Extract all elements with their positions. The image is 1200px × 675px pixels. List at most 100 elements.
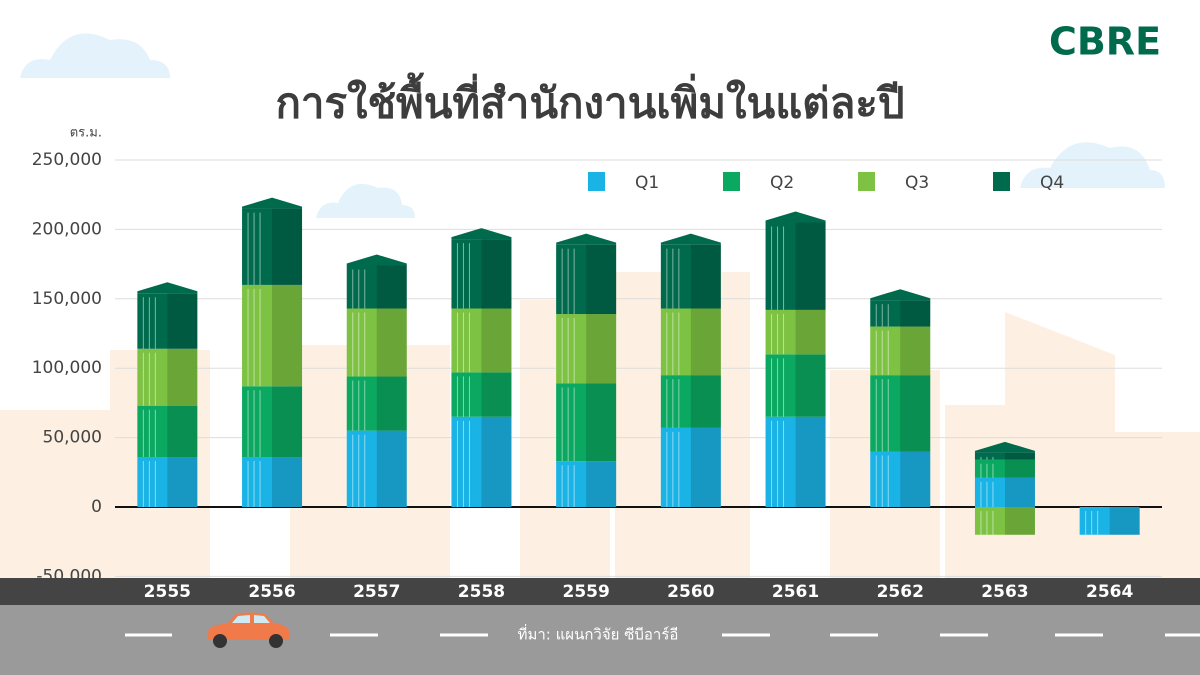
source-note: ที่มา: แผนกวิจัย ซีบีอาร์อี xyxy=(518,624,679,644)
bar-roof xyxy=(660,233,721,245)
bar-segment xyxy=(242,386,303,458)
legend-label: Q2 xyxy=(770,173,794,193)
bar-shade xyxy=(481,372,512,417)
bar-shade xyxy=(900,375,931,452)
bar-segment xyxy=(346,430,407,507)
bar-segment xyxy=(242,208,303,285)
legend-label: Q4 xyxy=(1040,173,1064,193)
y-tick-label: 50,000 xyxy=(43,428,102,448)
bar-segment xyxy=(660,375,721,428)
bar-shade xyxy=(586,461,617,507)
x-tick-label: 2559 xyxy=(562,582,609,602)
bar-shade xyxy=(586,244,617,315)
bar-shade xyxy=(690,375,721,428)
bar-shade xyxy=(690,308,721,376)
bar-segment xyxy=(870,451,931,507)
bar-shade xyxy=(376,308,407,377)
bar-shade xyxy=(272,284,303,387)
bar-shade xyxy=(900,300,931,327)
x-tick-label: 2556 xyxy=(248,582,295,602)
bar-segment xyxy=(660,427,721,507)
bar-roof xyxy=(765,211,826,223)
y-tick-label: 150,000 xyxy=(32,289,102,309)
legend-swatch xyxy=(858,172,875,191)
legend-swatch xyxy=(723,172,740,191)
bar-segment xyxy=(556,244,617,315)
bar-shade xyxy=(795,354,826,417)
bar-shade xyxy=(586,383,617,462)
bar-shade xyxy=(1004,477,1035,507)
bar-segment xyxy=(974,477,1035,507)
bar-segment xyxy=(137,293,198,349)
legend-swatch xyxy=(993,172,1010,191)
bar-roof xyxy=(346,254,407,266)
bar-shade xyxy=(167,348,198,406)
brand-logo: CBRE xyxy=(1049,20,1161,64)
bar-shade xyxy=(795,222,826,310)
bar-segment xyxy=(451,416,512,507)
bar-shade xyxy=(272,208,303,285)
bar-segment xyxy=(556,461,617,507)
legend-label: Q1 xyxy=(635,173,659,193)
bar-roof xyxy=(137,282,198,294)
bar-shade xyxy=(167,293,198,349)
bar-shade xyxy=(167,405,198,458)
bar-shade xyxy=(795,416,826,507)
y-tick-label: 250,000 xyxy=(32,150,102,170)
bar-shade xyxy=(272,386,303,458)
bar-shade xyxy=(1109,507,1140,535)
bar-segment xyxy=(346,308,407,377)
bar-segment xyxy=(765,354,826,417)
bar-segment xyxy=(765,416,826,507)
bar-segment xyxy=(137,348,198,406)
bar-shade xyxy=(167,457,198,507)
bar-segment xyxy=(346,265,407,309)
chart-title: การใช้พื้นที่สำนักงานเพิ่มในแต่ละปี xyxy=(275,72,904,128)
bar-segment xyxy=(870,326,931,376)
bar-shade xyxy=(481,416,512,507)
bar-shade xyxy=(376,265,407,309)
bar-segment xyxy=(137,405,198,458)
bar-segment xyxy=(346,376,407,431)
bar-segment xyxy=(870,375,931,452)
bar-segment xyxy=(556,383,617,462)
x-tick-label: 2561 xyxy=(772,582,819,602)
bar-roof xyxy=(556,233,617,245)
x-tick-label: 2557 xyxy=(353,582,400,602)
y-tick-label: -50,000 xyxy=(36,566,102,586)
bar-segment xyxy=(660,244,721,309)
x-tick-label: 2560 xyxy=(667,582,714,602)
bar-shade xyxy=(900,326,931,376)
bar-shade xyxy=(376,430,407,507)
bar-shade xyxy=(586,314,617,384)
x-tick-label: 2563 xyxy=(981,582,1028,602)
bar-roof xyxy=(242,197,303,209)
axis-band xyxy=(0,578,1200,605)
bar-segment xyxy=(870,300,931,327)
bar-segment xyxy=(451,372,512,417)
x-tick-label: 2558 xyxy=(458,582,505,602)
road xyxy=(0,605,1200,675)
y-tick-label: 200,000 xyxy=(32,219,102,239)
x-tick-label: 2562 xyxy=(877,582,924,602)
bar-shade xyxy=(1004,452,1035,460)
y-axis-label: ตร.ม. xyxy=(70,126,102,141)
bar-shade xyxy=(690,427,721,507)
bar-segment xyxy=(242,457,303,507)
bar-shade xyxy=(376,376,407,431)
bar-segment xyxy=(765,222,826,310)
bar-shade xyxy=(272,457,303,507)
bar-roof xyxy=(451,228,512,240)
bar-segment xyxy=(974,459,1035,478)
bar-shade xyxy=(1004,507,1035,535)
bar-shade xyxy=(481,239,512,309)
bar-segment xyxy=(451,239,512,309)
bar-roof xyxy=(974,441,1035,453)
bar-shade xyxy=(481,308,512,373)
bar-segment xyxy=(660,308,721,376)
bar-segment xyxy=(974,507,1035,535)
bar-shade xyxy=(795,309,826,355)
y-tick-label: 100,000 xyxy=(32,358,102,378)
car xyxy=(207,612,290,648)
